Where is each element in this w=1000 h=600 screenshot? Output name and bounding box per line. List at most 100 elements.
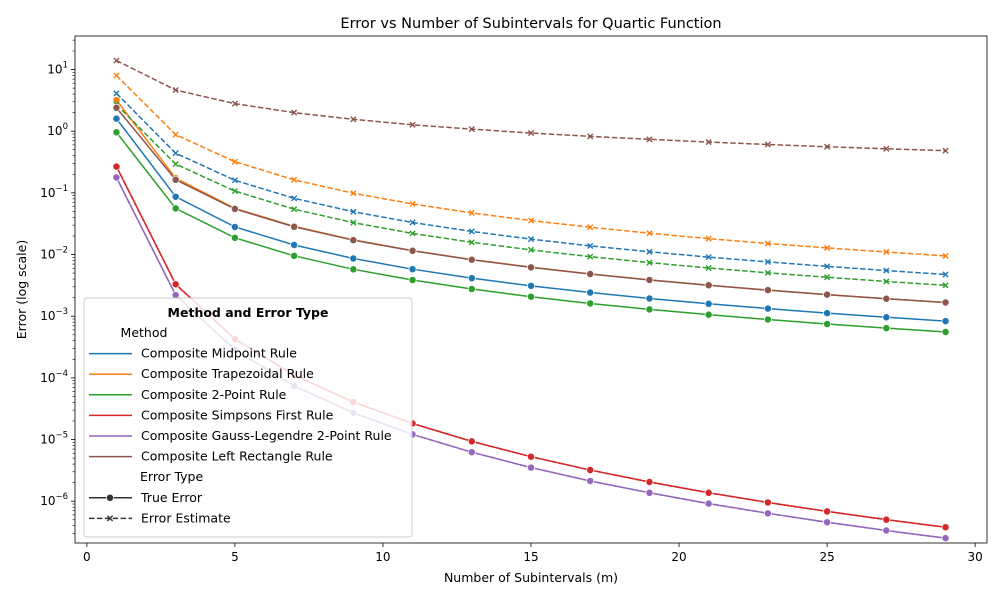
data-point [468,228,475,235]
series [112,57,950,307]
data-point [172,131,179,138]
data-point [291,195,298,202]
data-point [823,320,832,328]
data-point [527,292,535,301]
y-tick-label: 10−1 [40,184,68,200]
data-point [763,315,772,324]
data-point [942,271,949,278]
data-point [587,224,594,231]
y-tick-label: 10−3 [40,307,68,323]
data-point [113,90,120,97]
x-tick-label: 10 [375,550,390,564]
legend-style-label: Error Estimate [141,510,231,525]
legend-header-error-type: Error Type [140,469,203,484]
data-point [113,72,120,79]
data-point [646,259,653,266]
data-point [645,276,654,284]
y-tick-label: 100 [47,122,68,138]
data-point [705,264,712,272]
legend-item-label: Composite Gauss-Legendre 2-Point Rule [141,428,392,443]
data-point [941,328,950,336]
data-point [172,150,179,157]
data-point [586,466,595,475]
data-point [291,109,298,116]
data-point [763,498,772,507]
data-point [823,309,832,318]
data-point [705,254,712,261]
data-point [113,57,120,64]
data-point [883,248,890,256]
x-tick-label: 20 [671,550,686,564]
data-point [112,103,121,112]
data-point [231,177,238,184]
data-point [112,128,121,137]
data-point [527,263,535,272]
data-point [230,233,239,242]
data-point [230,204,239,213]
data-point [941,534,950,543]
data-point [527,452,535,461]
y-tick-label: 10−4 [40,369,68,385]
data-point [527,217,535,224]
y-tick-label: 101 [47,61,68,77]
data-point [942,252,949,260]
data-point [171,204,180,213]
data-point [231,187,238,195]
data-point [172,86,179,94]
data-point [112,114,121,123]
data-point [823,290,832,299]
data-point [646,136,653,143]
data-point [527,246,535,253]
x-tick-label: 30 [968,550,983,564]
data-point [291,206,298,213]
data-point [409,230,416,237]
data-point [468,209,475,217]
data-point [172,160,179,168]
data-point [704,488,713,497]
x-tick-label: 0 [83,550,91,564]
x-tick-label: 25 [819,550,834,564]
chart-title: Error vs Number of Subintervals for Quar… [340,16,721,32]
data-point [409,200,416,208]
legend-item-label: Composite Trapezoidal Rule [141,366,314,381]
data-point [527,281,535,290]
data-point [527,129,535,137]
data-point [467,448,476,457]
data-point [290,251,299,260]
data-point [527,236,535,243]
data-point [824,274,831,281]
data-point [349,254,358,263]
data-point [764,258,771,265]
legend-item-label: Composite 2-Point Rule [141,387,287,402]
legend-item-label: Composite Left Rectangle Rule [141,449,333,464]
data-point [171,192,180,201]
legend-title: Method and Error Type [168,305,329,320]
data-point [468,126,475,133]
data-point [171,280,180,289]
data-point [349,236,358,245]
data-point [408,246,417,255]
data-point [467,274,476,283]
data-point [824,143,831,150]
data-point [230,223,239,231]
data-point [646,230,653,237]
data-point [763,286,772,295]
data-point [231,158,238,165]
legend-item-label: Composite Simpsons First Rule [141,407,334,422]
data-point [882,515,891,524]
data-point [171,175,180,184]
data-point [527,463,535,472]
data-point [705,235,712,242]
y-tick-label: 10−6 [40,492,68,508]
data-point [941,298,950,307]
data-point [883,278,890,285]
data-point [467,437,476,446]
data-point [349,265,358,274]
data-point [941,317,950,326]
data-point [291,176,298,183]
x-tick-label: 5 [231,550,239,564]
data-point [764,141,771,148]
data-point [350,219,357,226]
data-point [587,242,594,250]
